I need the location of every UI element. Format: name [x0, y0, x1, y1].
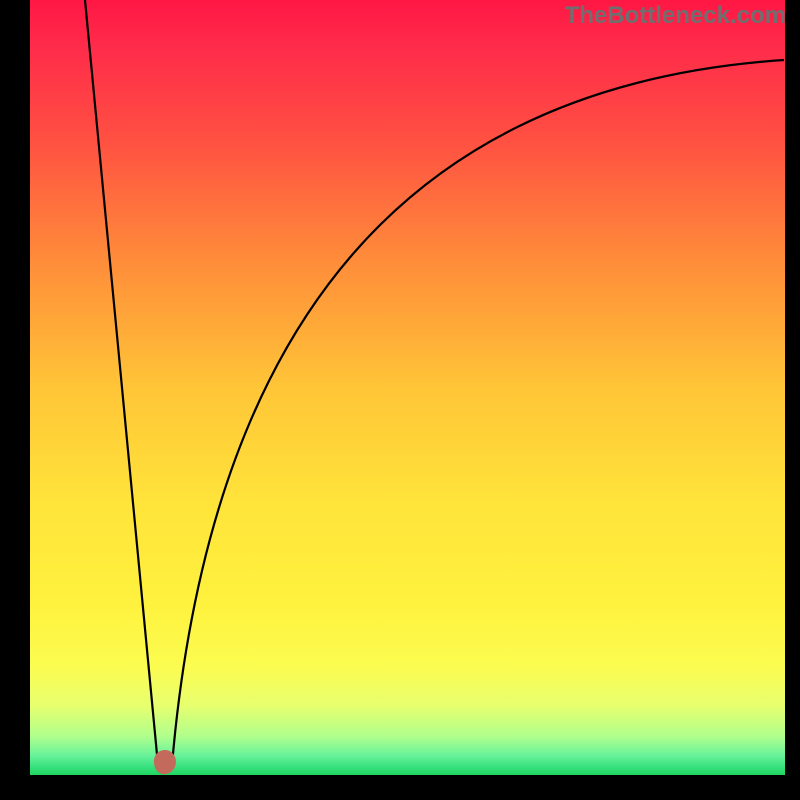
watermark-text: TheBottleneck.com	[565, 2, 786, 30]
chart-container: { "canvas": { "width": 800, "height": 80…	[0, 0, 800, 800]
plot-area	[30, 0, 785, 775]
bottleneck-curve	[30, 0, 785, 775]
